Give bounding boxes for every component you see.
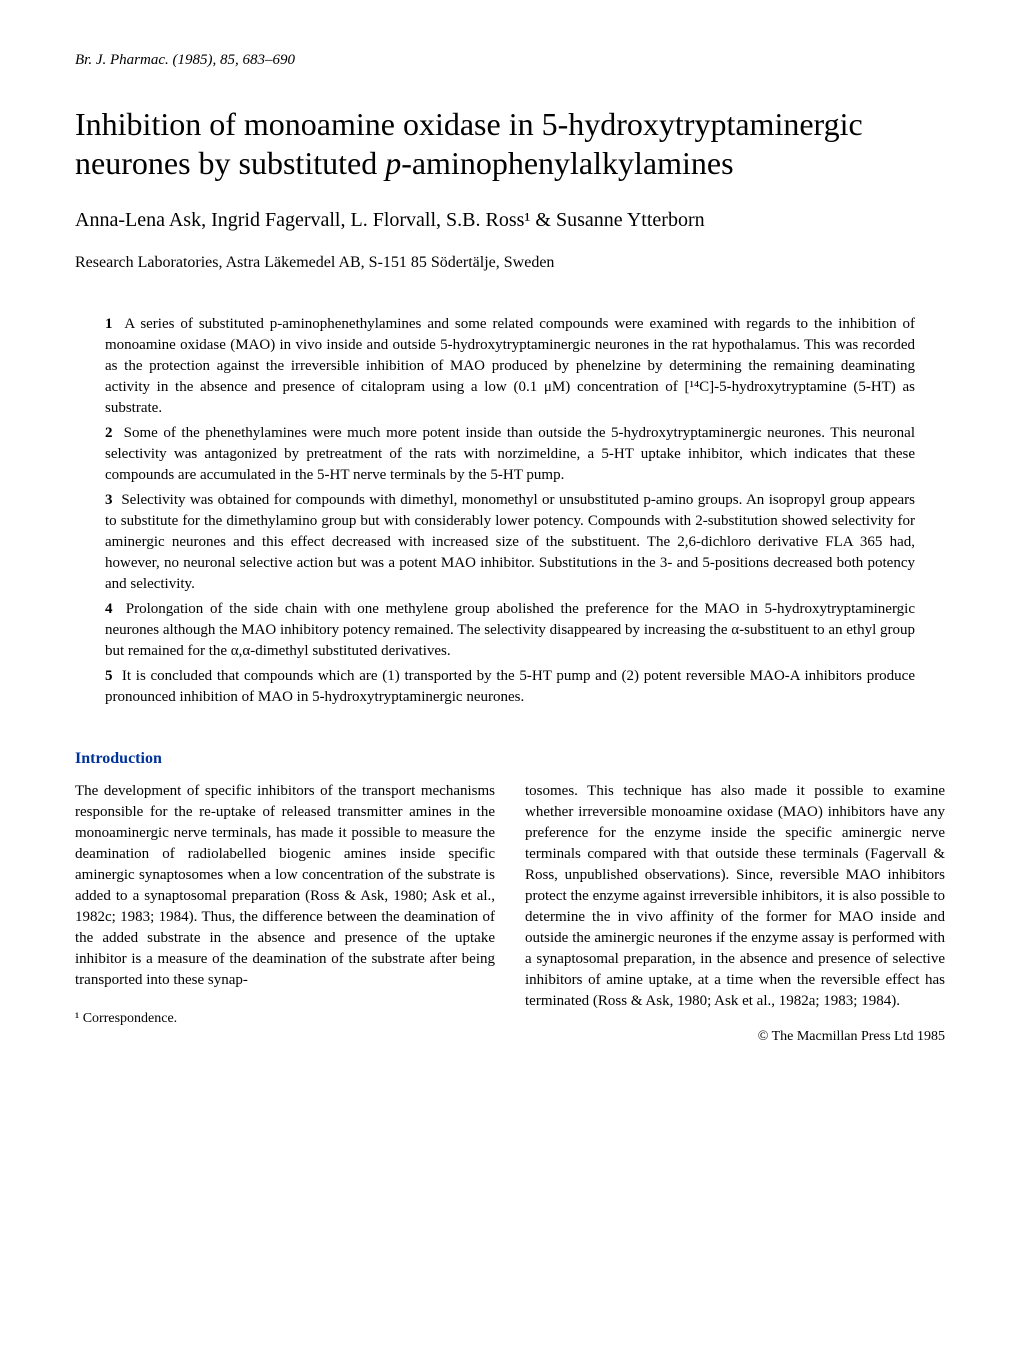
abstract-item-3: 3 Selectivity was obtained for compounds… [105,490,915,595]
title-part-2: -aminophenylalkylamines [401,145,733,181]
intro-text-right: tosomes. This technique has also made it… [525,781,945,1012]
abstract-block: 1 A series of substituted p-aminopheneth… [105,314,915,708]
journal-header: Br. J. Pharmac. (1985), 85, 683–690 [75,50,945,70]
intro-columns: The development of specific inhibitors o… [75,781,945,1047]
copyright-line: © The Macmillan Press Ltd 1985 [525,1027,945,1047]
abstract-text-1: A series of substituted p-aminophenethyl… [105,316,915,416]
introduction-heading: Introduction [75,748,945,770]
abstract-num-4: 4 [105,601,113,617]
intro-col-right: tosomes. This technique has also made it… [525,781,945,1047]
intro-text-left: The development of specific inhibitors o… [75,781,495,991]
abstract-text-5: It is concluded that compounds which are… [105,668,915,705]
abstract-num-2: 2 [105,425,113,441]
correspondence-footnote: ¹ Correspondence. [75,1009,495,1029]
abstract-item-5: 5 It is concluded that compounds which a… [105,666,915,708]
abstract-text-2: Some of the phenethylamines were much mo… [105,425,915,483]
article-title: Inhibition of monoamine oxidase in 5-hyd… [75,105,945,182]
abstract-num-5: 5 [105,668,113,684]
authors-line: Anna-Lena Ask, Ingrid Fagervall, L. Flor… [75,207,945,234]
abstract-item-2: 2 Some of the phenethylamines were much … [105,423,915,486]
abstract-num-3: 3 [105,492,113,508]
title-italic: p [385,145,401,181]
abstract-item-4: 4 Prolongation of the side chain with on… [105,599,915,662]
abstract-num-1: 1 [105,316,113,332]
affiliation: Research Laboratories, Astra Läkemedel A… [75,252,945,274]
abstract-text-4: Prolongation of the side chain with one … [105,601,915,659]
abstract-item-1: 1 A series of substituted p-aminopheneth… [105,314,915,419]
abstract-text-3: Selectivity was obtained for compounds w… [105,492,915,592]
intro-col-left: The development of specific inhibitors o… [75,781,495,1047]
